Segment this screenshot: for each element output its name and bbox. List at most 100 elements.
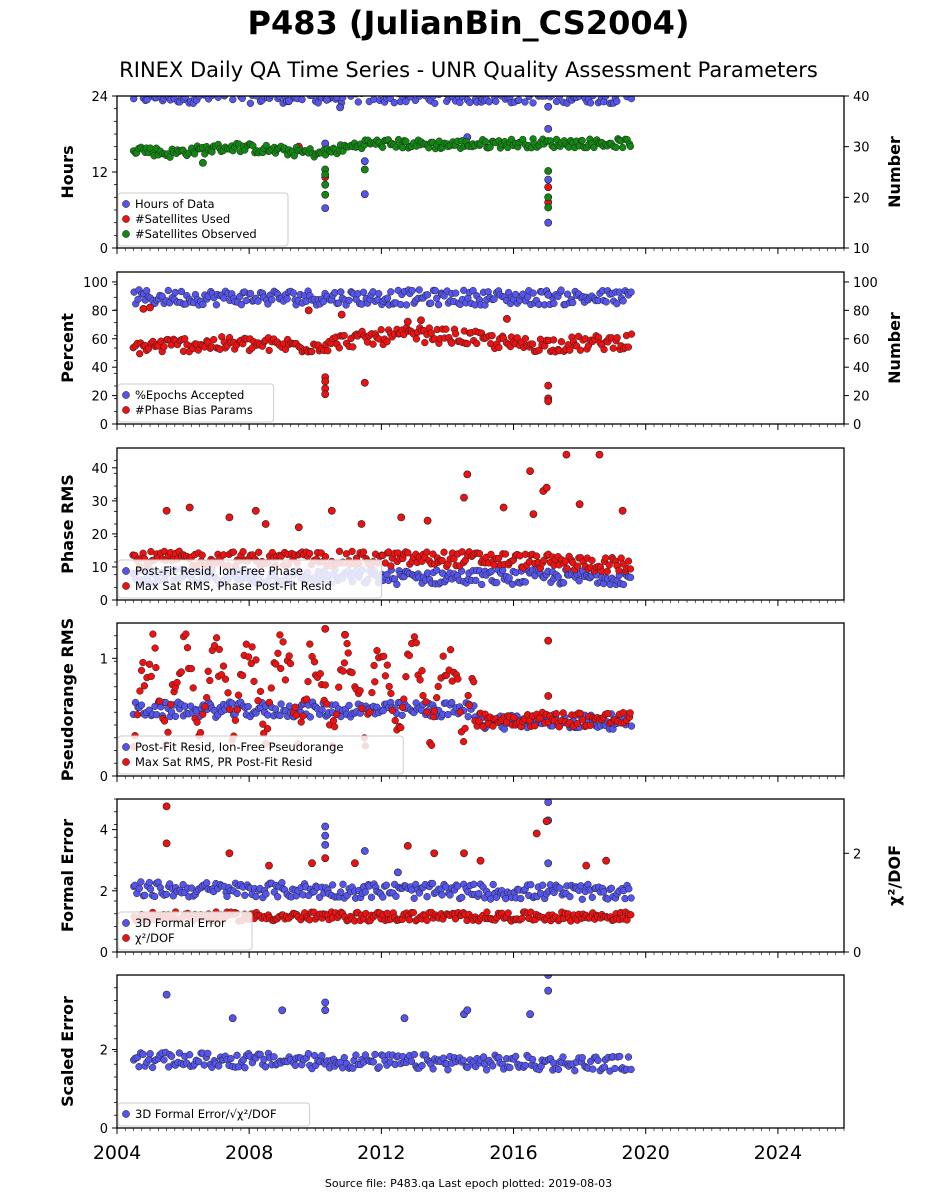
- plot-area: [129, 85, 636, 227]
- data-point: [248, 643, 256, 651]
- data-point: [335, 344, 343, 352]
- legend-marker: [122, 215, 130, 223]
- data-point: [139, 1050, 147, 1058]
- data-point: [160, 717, 169, 725]
- data-point: [321, 170, 330, 179]
- data-point: [382, 881, 391, 889]
- data-point: [238, 96, 246, 103]
- data-point: [298, 96, 306, 104]
- data-point: [423, 516, 432, 525]
- data-point: [390, 99, 398, 107]
- data-point: [292, 711, 301, 719]
- data-point: [337, 310, 346, 319]
- data-point: [328, 881, 337, 889]
- data-point: [172, 87, 179, 94]
- data-point: [182, 630, 190, 638]
- data-point: [611, 1064, 619, 1073]
- data-point: [366, 708, 374, 716]
- data-point: [242, 87, 249, 94]
- data-point: [534, 87, 541, 94]
- data-point: [166, 153, 174, 161]
- data-point: [173, 678, 181, 687]
- data-point: [378, 143, 387, 151]
- data-point: [531, 722, 539, 730]
- data-point: [384, 548, 393, 556]
- data-point: [410, 894, 418, 902]
- data-point: [493, 578, 501, 587]
- data-point: [559, 709, 567, 717]
- y-axis-label: Formal Error: [58, 819, 77, 932]
- data-point: [470, 678, 478, 686]
- data-point: [440, 87, 447, 94]
- data-point: [278, 1006, 287, 1015]
- data-point: [164, 728, 172, 736]
- data-point: [627, 722, 636, 730]
- data-point: [274, 649, 282, 657]
- data-point: [207, 85, 214, 92]
- data-point: [284, 97, 293, 105]
- data-point: [438, 88, 445, 95]
- data-point: [321, 190, 330, 199]
- data-point: [447, 339, 456, 347]
- data-point: [544, 859, 553, 868]
- y-tick-label: 2: [100, 885, 108, 900]
- data-point: [321, 390, 330, 399]
- data-point: [321, 998, 330, 1007]
- data-point: [423, 916, 431, 925]
- series-2: [129, 303, 636, 406]
- data-point: [256, 687, 265, 696]
- data-point: [490, 561, 498, 569]
- data-point: [429, 1065, 437, 1073]
- data-point: [308, 859, 316, 868]
- data-point: [148, 1063, 157, 1072]
- data-point: [551, 85, 558, 92]
- data-point: [408, 286, 416, 295]
- data-point: [244, 85, 251, 92]
- data-point: [528, 1055, 537, 1064]
- data-point: [268, 296, 276, 304]
- x-tick-label: 2012: [357, 1142, 405, 1164]
- data-point: [590, 143, 598, 152]
- data-point: [221, 96, 229, 99]
- data-point: [627, 330, 636, 338]
- data-point: [458, 548, 466, 556]
- legend-label: #Satellites Observed: [135, 227, 257, 241]
- data-point: [219, 662, 228, 670]
- data-point: [232, 88, 239, 95]
- data-point: [303, 695, 311, 703]
- data-point: [224, 87, 231, 94]
- data-point: [397, 723, 405, 732]
- data-point: [267, 96, 275, 99]
- data-point: [340, 331, 348, 340]
- data-point: [332, 710, 341, 719]
- data-point: [460, 493, 468, 502]
- data-point: [378, 87, 385, 94]
- panel-4: 0 1 Pseudorange RMS Post-Fit Resid, Ion-Fre…: [58, 618, 845, 785]
- data-point: [627, 911, 635, 919]
- data-point: [244, 702, 252, 711]
- x-tick-label: 2016: [489, 1142, 537, 1164]
- legend-label: #Satellites Used: [135, 212, 230, 226]
- data-point: [518, 914, 526, 923]
- data-point: [489, 1062, 497, 1070]
- legend-label: Post-Fit Resid, Ion-Free Pseudorange: [135, 740, 343, 754]
- data-point: [330, 723, 339, 731]
- data-point: [341, 86, 348, 93]
- data-point: [203, 693, 211, 702]
- data-point: [459, 737, 468, 746]
- data-point: [204, 1049, 212, 1058]
- data-point: [263, 725, 272, 733]
- data-point: [301, 85, 308, 92]
- data-point: [137, 666, 146, 675]
- data-point: [329, 717, 338, 725]
- data-point: [405, 916, 414, 924]
- data-point: [542, 817, 551, 826]
- data-point: [475, 717, 483, 725]
- data-point: [515, 96, 523, 104]
- data-point: [390, 86, 397, 93]
- data-point: [373, 646, 381, 655]
- data-point: [609, 344, 617, 352]
- data-point: [212, 301, 221, 309]
